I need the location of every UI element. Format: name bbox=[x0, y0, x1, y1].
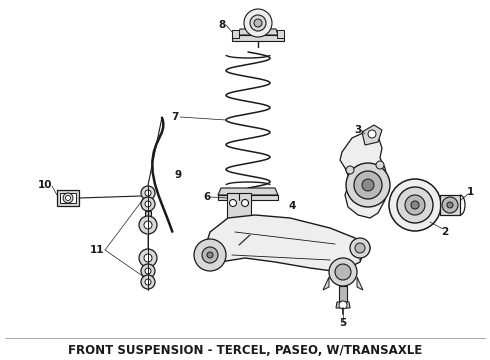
Polygon shape bbox=[323, 277, 329, 290]
Bar bbox=[232, 30, 239, 38]
Polygon shape bbox=[340, 132, 388, 218]
Circle shape bbox=[145, 190, 151, 196]
Circle shape bbox=[350, 238, 370, 258]
Text: 3: 3 bbox=[354, 125, 362, 135]
Circle shape bbox=[346, 166, 354, 174]
Circle shape bbox=[141, 186, 155, 200]
Text: 11: 11 bbox=[90, 245, 104, 255]
Circle shape bbox=[66, 195, 71, 201]
Circle shape bbox=[368, 130, 376, 138]
Circle shape bbox=[144, 254, 152, 262]
Circle shape bbox=[447, 202, 453, 208]
Text: 6: 6 bbox=[203, 192, 211, 202]
Circle shape bbox=[63, 193, 73, 203]
Polygon shape bbox=[227, 193, 251, 245]
Circle shape bbox=[145, 201, 151, 207]
Circle shape bbox=[389, 179, 441, 231]
Polygon shape bbox=[357, 277, 363, 290]
Text: 5: 5 bbox=[340, 318, 346, 328]
Circle shape bbox=[355, 243, 365, 253]
Polygon shape bbox=[238, 29, 278, 35]
Circle shape bbox=[244, 9, 272, 37]
Polygon shape bbox=[218, 188, 278, 195]
Circle shape bbox=[202, 247, 218, 263]
Circle shape bbox=[242, 231, 248, 238]
Circle shape bbox=[207, 252, 213, 258]
Text: 7: 7 bbox=[172, 112, 179, 122]
Circle shape bbox=[376, 161, 384, 169]
Text: FRONT SUSPENSION - TERCEL, PASEO, W/TRANSAXLE: FRONT SUSPENSION - TERCEL, PASEO, W/TRAN… bbox=[68, 343, 422, 356]
Text: 2: 2 bbox=[441, 227, 449, 237]
Bar bbox=[57, 190, 79, 206]
Bar bbox=[145, 211, 151, 219]
Text: 8: 8 bbox=[219, 20, 225, 30]
Circle shape bbox=[145, 279, 151, 285]
Circle shape bbox=[145, 268, 151, 274]
Circle shape bbox=[442, 197, 458, 213]
Circle shape bbox=[229, 199, 237, 207]
Text: 4: 4 bbox=[288, 201, 295, 211]
Text: 10: 10 bbox=[38, 180, 52, 190]
Circle shape bbox=[141, 264, 155, 278]
Circle shape bbox=[250, 15, 266, 31]
Circle shape bbox=[339, 301, 347, 309]
Circle shape bbox=[141, 275, 155, 289]
Circle shape bbox=[144, 221, 152, 229]
Circle shape bbox=[242, 199, 248, 207]
Circle shape bbox=[362, 179, 374, 191]
Polygon shape bbox=[218, 195, 278, 200]
Circle shape bbox=[397, 187, 433, 223]
Circle shape bbox=[329, 258, 357, 286]
Text: 9: 9 bbox=[174, 170, 182, 180]
Circle shape bbox=[141, 197, 155, 211]
Bar bbox=[277, 30, 284, 38]
Polygon shape bbox=[362, 125, 382, 145]
Circle shape bbox=[346, 163, 390, 207]
Circle shape bbox=[405, 195, 425, 215]
Text: 1: 1 bbox=[466, 187, 474, 197]
Circle shape bbox=[354, 240, 370, 256]
Circle shape bbox=[254, 19, 262, 27]
Polygon shape bbox=[339, 286, 347, 302]
Circle shape bbox=[411, 201, 419, 209]
Circle shape bbox=[139, 216, 157, 234]
Bar bbox=[60, 193, 76, 203]
Circle shape bbox=[139, 249, 157, 267]
Circle shape bbox=[229, 231, 237, 238]
Circle shape bbox=[335, 264, 351, 280]
Polygon shape bbox=[336, 302, 350, 308]
Polygon shape bbox=[440, 195, 460, 215]
Polygon shape bbox=[205, 215, 365, 272]
Circle shape bbox=[194, 239, 226, 271]
Circle shape bbox=[354, 171, 382, 199]
Polygon shape bbox=[232, 35, 284, 41]
